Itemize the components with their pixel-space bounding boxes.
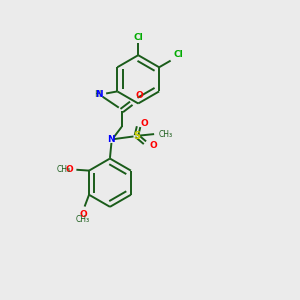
Text: CH₃: CH₃ [159,130,173,139]
Text: O: O [65,165,73,174]
Text: Cl: Cl [174,50,183,59]
Text: N: N [95,90,103,99]
Text: O: O [79,210,87,219]
Text: S: S [133,130,140,141]
Text: Cl: Cl [133,33,143,42]
Text: O: O [141,119,148,128]
Text: N: N [108,136,115,145]
Text: CH₃: CH₃ [56,165,70,174]
Text: O: O [135,91,143,100]
Text: CH₃: CH₃ [76,215,90,224]
Text: H: H [94,90,100,99]
Text: O: O [149,141,157,150]
